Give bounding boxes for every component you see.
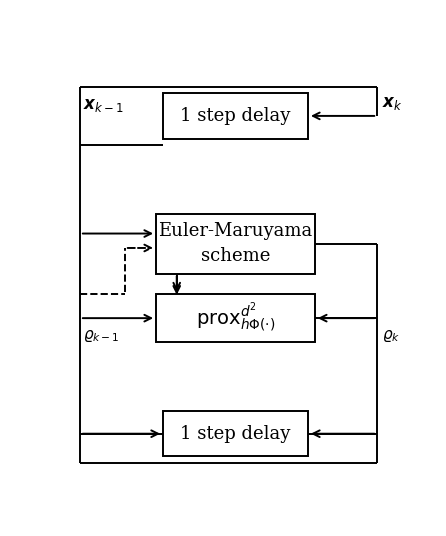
Text: $\boldsymbol{x}_{k-1}$: $\boldsymbol{x}_{k-1}$ bbox=[83, 97, 124, 114]
Text: 1 step delay: 1 step delay bbox=[180, 425, 291, 443]
Text: $\mathrm{prox}_{h\Phi(\cdot)}^{d^2}$: $\mathrm{prox}_{h\Phi(\cdot)}^{d^2}$ bbox=[196, 302, 275, 334]
FancyBboxPatch shape bbox=[163, 411, 308, 457]
Text: Euler-Maruyama
scheme: Euler-Maruyama scheme bbox=[158, 222, 313, 265]
Text: $\varrho_k$: $\varrho_k$ bbox=[382, 329, 401, 345]
Text: $\varrho_{k-1}$: $\varrho_{k-1}$ bbox=[83, 329, 120, 345]
FancyBboxPatch shape bbox=[156, 214, 315, 274]
Text: $\boldsymbol{x}_k$: $\boldsymbol{x}_k$ bbox=[382, 95, 403, 112]
Text: 1 step delay: 1 step delay bbox=[180, 107, 291, 125]
FancyBboxPatch shape bbox=[156, 294, 315, 342]
FancyBboxPatch shape bbox=[163, 93, 308, 139]
